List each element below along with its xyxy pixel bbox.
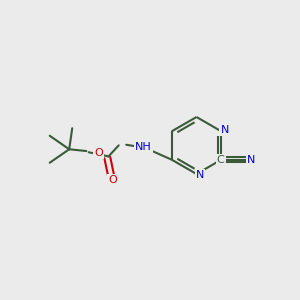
Text: N: N	[220, 125, 229, 135]
Text: N: N	[196, 170, 204, 181]
Text: N: N	[247, 155, 255, 165]
Text: C: C	[217, 155, 224, 165]
Text: NH: NH	[135, 142, 152, 152]
Text: O: O	[108, 175, 117, 185]
Text: O: O	[94, 148, 103, 158]
